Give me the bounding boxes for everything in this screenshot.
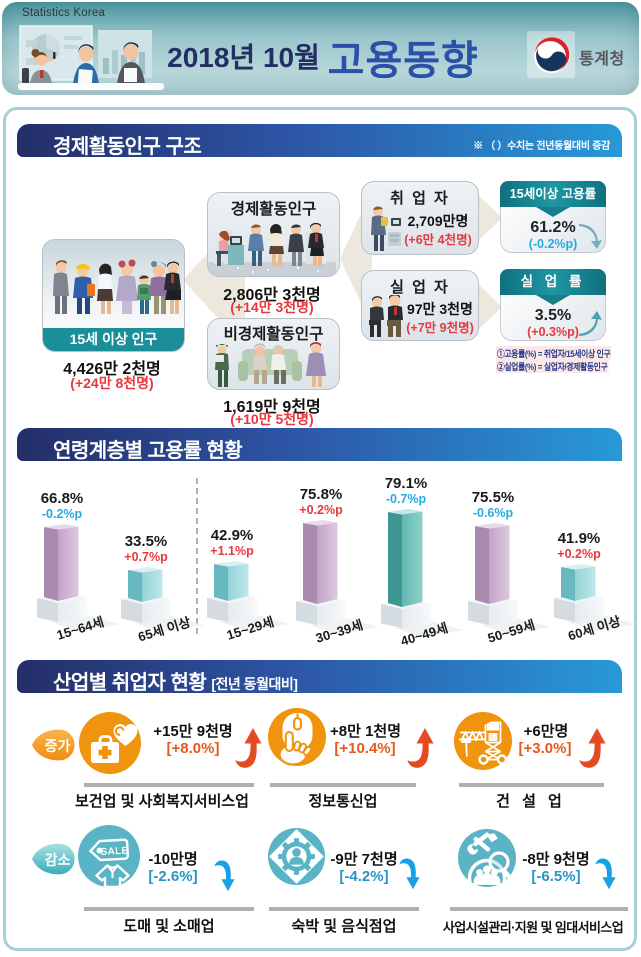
svg-text:SALE: SALE (100, 846, 128, 858)
